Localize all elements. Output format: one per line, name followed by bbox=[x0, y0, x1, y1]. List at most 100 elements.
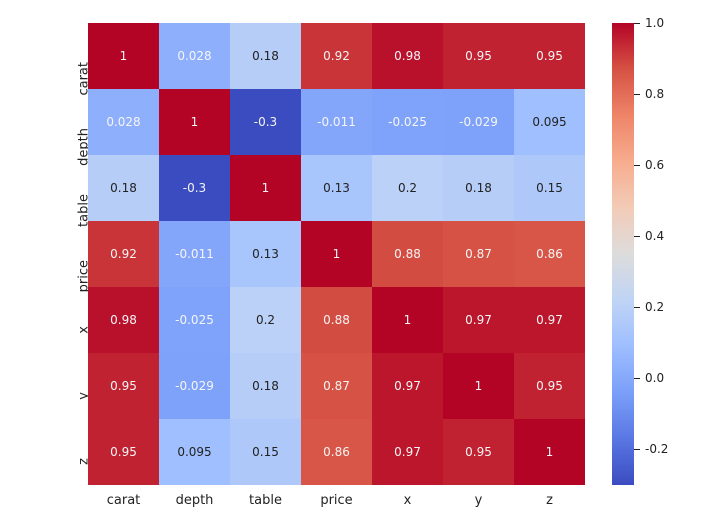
colorbar-tick: 0.4 bbox=[634, 229, 664, 243]
x-tick-label: depth bbox=[176, 493, 214, 508]
heatmap-cell: -0.029 bbox=[443, 89, 514, 155]
colorbar-tick: 0.0 bbox=[634, 371, 664, 385]
heatmap-cell: 1 bbox=[230, 155, 301, 221]
heatmap-cell: 0.97 bbox=[372, 419, 443, 485]
heatmap-cell: 0.95 bbox=[88, 353, 159, 419]
colorbar-tick: 1.0 bbox=[634, 16, 664, 30]
heatmap-cell: 0.95 bbox=[443, 23, 514, 89]
cell-value: 1 bbox=[191, 115, 199, 129]
cell-value: 1 bbox=[404, 313, 412, 327]
cell-value: 0.97 bbox=[536, 313, 563, 327]
colorbar-tick-mark bbox=[634, 94, 640, 95]
heatmap-cell: 1 bbox=[301, 221, 372, 287]
cell-value: 0.95 bbox=[465, 49, 492, 63]
cell-value: 0.87 bbox=[465, 247, 492, 261]
cell-value: 1 bbox=[333, 247, 341, 261]
cell-value: 0.2 bbox=[398, 181, 417, 195]
colorbar-tick: 0.6 bbox=[634, 158, 664, 172]
cell-value: 0.028 bbox=[177, 49, 211, 63]
colorbar: -0.20.00.20.40.60.81.0 bbox=[612, 23, 702, 485]
heatmap-cell: 0.13 bbox=[301, 155, 372, 221]
x-axis-labels: caratdepthtablepricexyz bbox=[88, 489, 585, 519]
cell-value: -0.029 bbox=[175, 379, 214, 393]
cell-value: -0.3 bbox=[254, 115, 277, 129]
cell-value: -0.3 bbox=[183, 181, 206, 195]
heatmap-cell: 1 bbox=[159, 89, 230, 155]
heatmap-cell: 0.13 bbox=[230, 221, 301, 287]
heatmap-cell: 0.18 bbox=[230, 353, 301, 419]
cell-value: 0.86 bbox=[536, 247, 563, 261]
heatmap-cell: -0.025 bbox=[159, 287, 230, 353]
colorbar-tick-mark bbox=[634, 165, 640, 166]
heatmap-cell: 0.86 bbox=[301, 419, 372, 485]
heatmap-cell: 0.2 bbox=[230, 287, 301, 353]
x-tick-label: x bbox=[404, 493, 412, 508]
cell-value: 0.95 bbox=[465, 445, 492, 459]
cell-value: 0.92 bbox=[323, 49, 350, 63]
cell-value: 0.95 bbox=[536, 379, 563, 393]
heatmap-cell: 0.87 bbox=[443, 221, 514, 287]
heatmap-cell: 0.92 bbox=[88, 221, 159, 287]
cell-value: 0.13 bbox=[323, 181, 350, 195]
heatmap-cell: -0.011 bbox=[159, 221, 230, 287]
colorbar-tick-label: -0.2 bbox=[645, 442, 668, 456]
colorbar-tick-label: 0.4 bbox=[645, 229, 664, 243]
heatmap-cell: -0.011 bbox=[301, 89, 372, 155]
heatmap-cell: 1 bbox=[514, 419, 585, 485]
x-tick-label: z bbox=[546, 493, 553, 508]
heatmap-cell: 0.86 bbox=[514, 221, 585, 287]
heatmap-cell: 0.18 bbox=[443, 155, 514, 221]
correlation-heatmap: 10.0280.180.920.980.950.950.0281-0.3-0.0… bbox=[88, 23, 585, 485]
cell-value: -0.025 bbox=[388, 115, 427, 129]
cell-value: -0.011 bbox=[317, 115, 356, 129]
cell-value: 0.95 bbox=[110, 445, 137, 459]
cell-value: 1 bbox=[120, 49, 128, 63]
colorbar-tick-label: 1.0 bbox=[645, 16, 664, 30]
heatmap-cell: 0.95 bbox=[514, 353, 585, 419]
cell-value: 0.095 bbox=[177, 445, 211, 459]
cell-value: 0.92 bbox=[110, 247, 137, 261]
x-tick-label: y bbox=[475, 493, 483, 508]
y-axis-labels: caratdepthtablepricexyz bbox=[0, 23, 84, 485]
cell-value: 1 bbox=[546, 445, 554, 459]
cell-value: 0.88 bbox=[323, 313, 350, 327]
heatmap-cell: 0.88 bbox=[301, 287, 372, 353]
colorbar-tick-label: 0.2 bbox=[645, 300, 664, 314]
heatmap-cell: 0.98 bbox=[88, 287, 159, 353]
colorbar-tick-mark bbox=[634, 23, 640, 24]
heatmap-cell: 0.95 bbox=[514, 23, 585, 89]
heatmap-cell: 0.95 bbox=[88, 419, 159, 485]
heatmap-cell: -0.3 bbox=[159, 155, 230, 221]
cell-value: -0.011 bbox=[175, 247, 214, 261]
colorbar-tick-mark bbox=[634, 307, 640, 308]
x-tick-label: price bbox=[320, 493, 352, 508]
cell-value: 0.86 bbox=[323, 445, 350, 459]
cell-value: -0.029 bbox=[459, 115, 498, 129]
cell-value: 0.2 bbox=[256, 313, 275, 327]
heatmap-cell: 0.97 bbox=[372, 353, 443, 419]
cell-value: -0.025 bbox=[175, 313, 214, 327]
heatmap-cell: -0.025 bbox=[372, 89, 443, 155]
cell-value: 0.18 bbox=[252, 49, 279, 63]
heatmap-cell: -0.029 bbox=[159, 353, 230, 419]
heatmap-cell: 0.18 bbox=[88, 155, 159, 221]
heatmap-cell: 0.92 bbox=[301, 23, 372, 89]
colorbar-tick-mark bbox=[634, 378, 640, 379]
heatmap-cell: 0.98 bbox=[372, 23, 443, 89]
cell-value: 0.18 bbox=[110, 181, 137, 195]
colorbar-gradient bbox=[612, 23, 634, 485]
cell-value: 0.97 bbox=[394, 379, 421, 393]
heatmap-cell: 0.97 bbox=[514, 287, 585, 353]
cell-value: 0.95 bbox=[110, 379, 137, 393]
colorbar-tick-label: 0.6 bbox=[645, 158, 664, 172]
heatmap-cell: 0.15 bbox=[230, 419, 301, 485]
heatmap-cell: 0.095 bbox=[159, 419, 230, 485]
heatmap-cell: 0.095 bbox=[514, 89, 585, 155]
cell-value: 1 bbox=[475, 379, 483, 393]
cell-value: 0.97 bbox=[394, 445, 421, 459]
colorbar-tick: 0.8 bbox=[634, 87, 664, 101]
heatmap-cell: 0.2 bbox=[372, 155, 443, 221]
cell-value: 0.88 bbox=[394, 247, 421, 261]
heatmap-cell: -0.3 bbox=[230, 89, 301, 155]
heatmap-cell: 0.88 bbox=[372, 221, 443, 287]
